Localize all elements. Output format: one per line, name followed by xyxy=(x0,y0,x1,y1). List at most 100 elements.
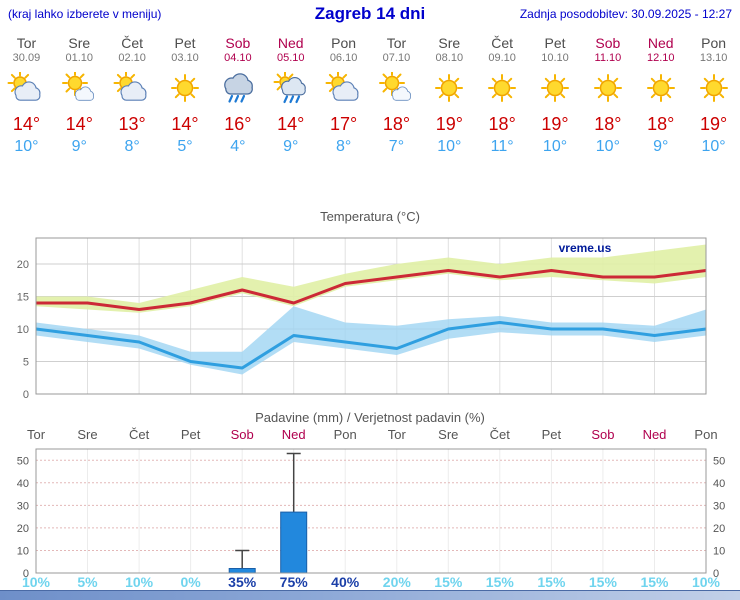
high-temp: 14° xyxy=(12,114,41,134)
forecast-day-3[interactable]: Čet 02.10 13° 8° xyxy=(106,30,159,159)
weather-icon-cell xyxy=(0,65,53,111)
precip-whisker xyxy=(235,549,250,569)
day-date: 13.10 xyxy=(699,52,728,64)
high-temp: 18° xyxy=(488,114,516,134)
high-temp: 18° xyxy=(382,114,411,134)
day-date: 08.10 xyxy=(435,52,464,64)
day-name: Pon xyxy=(701,35,727,51)
high-temp: 19° xyxy=(435,114,463,134)
sunny-icon xyxy=(171,74,199,102)
day-date: 01.10 xyxy=(65,52,94,64)
precip-chart-title: Padavine (mm) / Verjetnost padavin (%) xyxy=(255,410,485,425)
forecast-day-10[interactable]: Čet 09.10 18° 11° xyxy=(476,30,529,159)
weather-icon-cell xyxy=(106,65,159,111)
svg-text:20: 20 xyxy=(17,523,29,535)
max-temp-band xyxy=(36,244,706,313)
high-temp: 13° xyxy=(118,114,146,134)
svg-text:15%: 15% xyxy=(589,574,618,590)
day-date: 07.10 xyxy=(382,52,411,64)
svg-text:Čet: Čet xyxy=(129,427,150,442)
high-temp: 14° xyxy=(277,114,305,134)
high-temp: 14° xyxy=(171,114,199,134)
svg-text:20: 20 xyxy=(713,523,725,535)
sun-behind-cloud-icon xyxy=(113,70,147,101)
forecast-day-7[interactable]: Pon 06.10 17° 8° xyxy=(317,30,370,159)
svg-text:35%: 35% xyxy=(228,574,257,590)
day-date: 30.09 xyxy=(12,52,41,64)
forecast-day-5[interactable]: Sob 04.10 16° 4° xyxy=(211,30,264,159)
sun-behind-cloud-icon xyxy=(325,70,359,101)
forecast-day-13[interactable]: Ned 12.10 18° 9° xyxy=(634,30,687,159)
low-temp: 8° xyxy=(124,138,140,155)
svg-text:Pon: Pon xyxy=(694,427,717,442)
sun-cloud-rain-icon xyxy=(273,70,306,104)
day-date: 06.10 xyxy=(329,52,358,64)
day-name: Pet xyxy=(174,35,196,51)
day-name: Pet xyxy=(544,35,566,51)
low-temp: 11° xyxy=(490,138,514,155)
low-temp: 7° xyxy=(388,138,405,155)
svg-text:10%: 10% xyxy=(22,574,51,590)
svg-text:40%: 40% xyxy=(331,574,360,590)
forecast-day-9[interactable]: Sre 08.10 19° 10° xyxy=(423,30,476,159)
precip-bar xyxy=(280,511,308,574)
weather-icon-cell xyxy=(53,65,106,111)
partly-sunny-icon xyxy=(379,70,412,101)
forecast-strip: Tor 30.09 14° 10° Sre 01.10 14° 9° Čet 02.10 13… xyxy=(0,30,740,159)
day-name: Ned xyxy=(277,35,304,51)
temp-chart-title: Temperatura (°C) xyxy=(320,209,420,224)
svg-text:75%: 75% xyxy=(280,574,309,590)
svg-text:Sre: Sre xyxy=(438,427,458,442)
high-temp: 17° xyxy=(329,114,358,134)
day-name: Tor xyxy=(386,35,407,51)
svg-text:Sre: Sre xyxy=(77,427,97,442)
low-temp: 10° xyxy=(14,138,39,155)
forecast-day-6[interactable]: Ned 05.10 14° 9° xyxy=(264,30,317,159)
low-temp: 10° xyxy=(437,138,462,155)
svg-text:Sob: Sob xyxy=(591,427,614,442)
forecast-day-1[interactable]: Tor 30.09 14° 10° xyxy=(0,30,53,159)
weather-icon-cell xyxy=(476,65,529,111)
forecast-day-14[interactable]: Pon 13.10 19° 10° xyxy=(687,30,740,159)
low-temp: 10° xyxy=(542,138,568,155)
page-title: Zagreb 14 dni xyxy=(314,4,426,23)
menu-hint: (kraj lahko izberete v meniju) xyxy=(8,7,162,21)
weather-icon-cell xyxy=(159,65,212,111)
svg-text:15%: 15% xyxy=(434,574,463,590)
day-name: Sre xyxy=(438,35,461,51)
day-name: Pon xyxy=(331,35,357,51)
forecast-day-4[interactable]: Pet 03.10 14° 5° xyxy=(159,30,212,159)
sunny-icon xyxy=(699,74,728,102)
footer-bar xyxy=(0,590,740,600)
sunny-icon xyxy=(435,74,464,102)
svg-text:30: 30 xyxy=(713,500,725,512)
precip-day-labels: Tor Sre Čet Pet Sob Ned Pon Tor Sre Čet Pet Sob Ned P… xyxy=(27,427,718,442)
high-temp: 18° xyxy=(594,114,622,134)
forecast-day-12[interactable]: Sob 11.10 18° 10° xyxy=(581,30,634,159)
day-date: 03.10 xyxy=(171,52,199,64)
forecast-day-8[interactable]: Tor 07.10 18° 7° xyxy=(370,30,423,159)
max-temp-line xyxy=(36,269,707,311)
day-date: 12.10 xyxy=(646,52,675,64)
day-name: Tor xyxy=(16,35,37,51)
low-temp: 5° xyxy=(177,138,193,155)
sunny-icon xyxy=(646,74,675,102)
weather-icon-cell xyxy=(370,65,423,111)
forecast-day-2[interactable]: Sre 01.10 14° 9° xyxy=(53,30,106,159)
last-updated: Zadnja posodobitev: 30.09.2025 - 12:27 xyxy=(519,7,732,21)
sun-behind-cloud-icon xyxy=(7,70,41,101)
weather-icon-cell xyxy=(634,65,687,111)
svg-text:10%: 10% xyxy=(692,574,721,590)
svg-text:30: 30 xyxy=(17,500,29,512)
svg-text:15%: 15% xyxy=(640,574,669,590)
svg-text:Tor: Tor xyxy=(27,427,46,442)
high-temp: 16° xyxy=(224,114,252,134)
forecast-day-11[interactable]: Pet 10.10 19° 10° xyxy=(529,30,582,159)
day-name: Sob xyxy=(225,35,251,51)
svg-text:10: 10 xyxy=(17,324,29,336)
precip-whisker xyxy=(286,452,301,513)
precip-bar xyxy=(228,568,256,574)
vreme-us-watermark: vreme.us xyxy=(559,241,612,255)
day-date: 04.10 xyxy=(224,52,252,64)
svg-text:Tor: Tor xyxy=(388,427,407,442)
